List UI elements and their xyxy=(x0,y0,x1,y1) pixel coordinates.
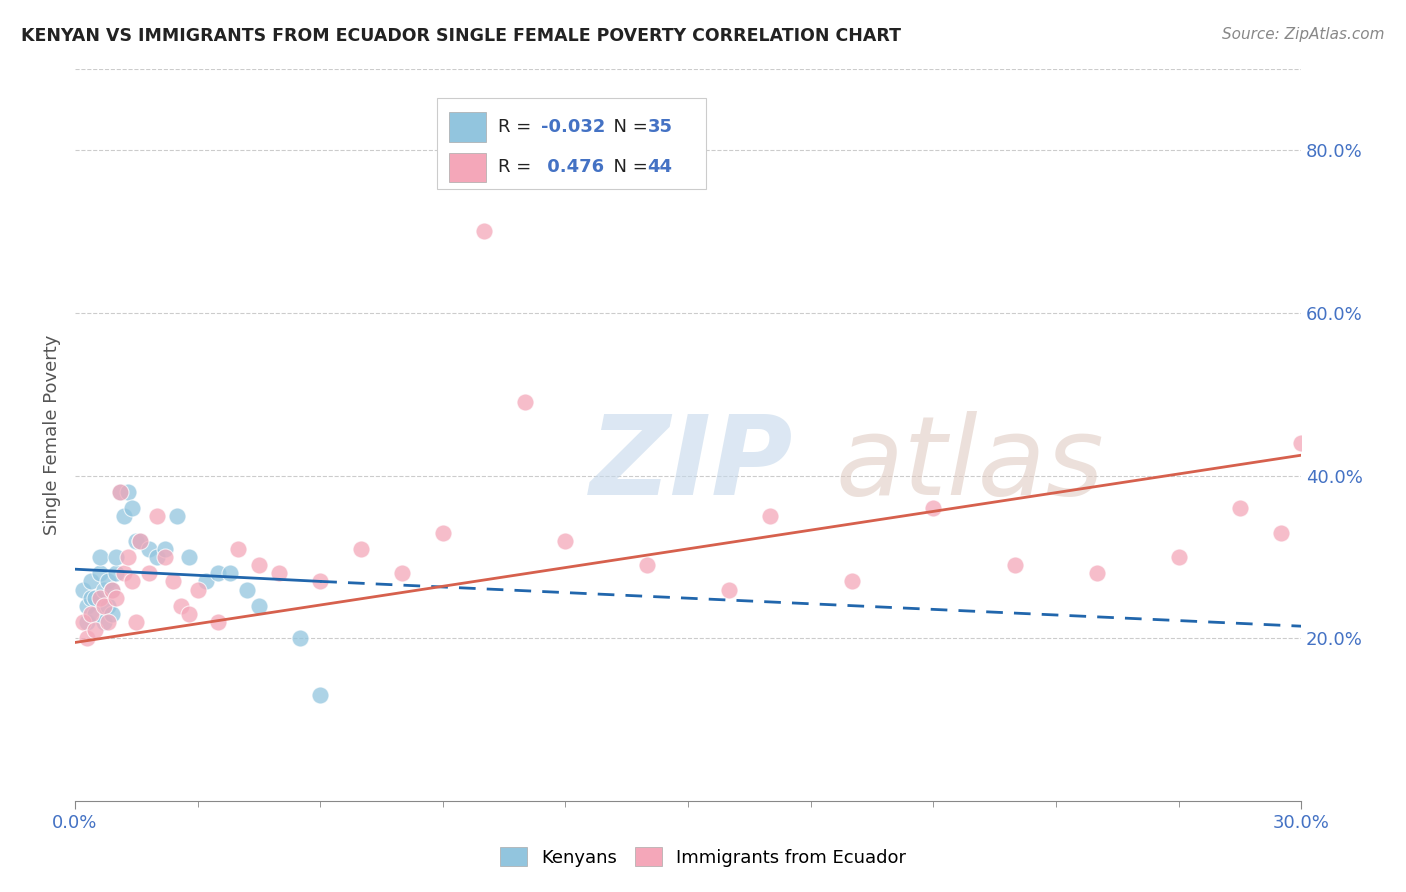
Point xyxy=(1270,525,1292,540)
Point xyxy=(101,607,124,621)
Point xyxy=(207,615,229,629)
Text: -0.032: -0.032 xyxy=(541,118,606,136)
Point xyxy=(89,566,111,581)
Point xyxy=(76,632,98,646)
Point xyxy=(89,549,111,564)
Point xyxy=(125,615,148,629)
Point xyxy=(170,599,193,613)
Point xyxy=(76,599,98,613)
Point xyxy=(104,549,127,564)
Point xyxy=(1085,566,1108,581)
Point xyxy=(166,509,188,524)
Bar xyxy=(449,112,485,142)
Point xyxy=(145,509,167,524)
Point xyxy=(194,574,217,589)
Point xyxy=(717,582,740,597)
Point xyxy=(138,541,160,556)
Point xyxy=(179,607,201,621)
Text: R =: R = xyxy=(498,118,537,136)
Point xyxy=(72,615,94,629)
Text: 44: 44 xyxy=(648,159,672,177)
Point xyxy=(922,501,945,516)
Point xyxy=(228,541,250,556)
Legend: Kenyans, Immigrants from Ecuador: Kenyans, Immigrants from Ecuador xyxy=(492,840,914,874)
Point xyxy=(84,591,107,605)
Point xyxy=(93,582,115,597)
Point xyxy=(513,395,536,409)
Point xyxy=(80,591,103,605)
Point xyxy=(101,582,124,597)
Point xyxy=(80,574,103,589)
Point xyxy=(93,615,115,629)
Bar xyxy=(449,153,485,182)
Text: R =: R = xyxy=(498,159,537,177)
Point xyxy=(219,566,242,581)
Point xyxy=(432,525,454,540)
Point xyxy=(759,509,782,524)
Point xyxy=(117,484,139,499)
Point xyxy=(72,582,94,597)
Point xyxy=(93,599,115,613)
Point xyxy=(104,566,127,581)
Point xyxy=(1004,558,1026,573)
Point xyxy=(129,533,152,548)
Text: atlas: atlas xyxy=(835,410,1104,517)
Y-axis label: Single Female Poverty: Single Female Poverty xyxy=(44,334,60,535)
Point xyxy=(84,607,107,621)
Point xyxy=(145,549,167,564)
Point xyxy=(1289,436,1312,450)
Text: 0.476: 0.476 xyxy=(541,159,605,177)
Point xyxy=(269,566,291,581)
Point xyxy=(108,484,131,499)
Point xyxy=(89,591,111,605)
Point xyxy=(554,533,576,548)
Text: KENYAN VS IMMIGRANTS FROM ECUADOR SINGLE FEMALE POVERTY CORRELATION CHART: KENYAN VS IMMIGRANTS FROM ECUADOR SINGLE… xyxy=(21,27,901,45)
Text: Source: ZipAtlas.com: Source: ZipAtlas.com xyxy=(1222,27,1385,42)
Point xyxy=(288,632,311,646)
Point xyxy=(84,624,107,638)
Point xyxy=(97,615,120,629)
Point xyxy=(162,574,184,589)
Point xyxy=(153,549,176,564)
Point xyxy=(309,689,332,703)
Point xyxy=(125,533,148,548)
Point xyxy=(153,541,176,556)
Point xyxy=(350,541,373,556)
Point xyxy=(391,566,413,581)
Point xyxy=(247,599,270,613)
Point xyxy=(129,533,152,548)
Point xyxy=(636,558,658,573)
Point xyxy=(235,582,257,597)
Point xyxy=(101,582,124,597)
Point xyxy=(76,615,98,629)
Point xyxy=(207,566,229,581)
Point xyxy=(104,591,127,605)
Point xyxy=(247,558,270,573)
Point xyxy=(1229,501,1251,516)
Point xyxy=(112,509,135,524)
Point xyxy=(97,574,120,589)
FancyBboxPatch shape xyxy=(437,98,706,189)
Point xyxy=(121,574,143,589)
Text: ZIP: ZIP xyxy=(591,410,793,517)
Point xyxy=(80,607,103,621)
Point xyxy=(309,574,332,589)
Point xyxy=(117,549,139,564)
Point xyxy=(97,599,120,613)
Point xyxy=(841,574,863,589)
Point xyxy=(187,582,209,597)
Text: 35: 35 xyxy=(648,118,672,136)
Point xyxy=(112,566,135,581)
Point xyxy=(108,484,131,499)
Point xyxy=(179,549,201,564)
Point xyxy=(472,224,495,238)
Point xyxy=(138,566,160,581)
Text: N =: N = xyxy=(602,118,654,136)
Point xyxy=(1167,549,1189,564)
Text: N =: N = xyxy=(602,159,654,177)
Point xyxy=(121,501,143,516)
